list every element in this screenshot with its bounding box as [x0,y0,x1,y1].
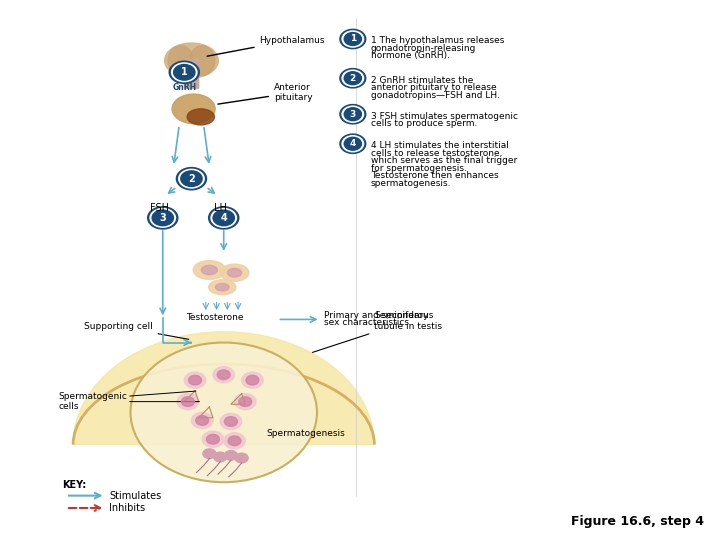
Text: Testosterone: Testosterone [186,313,244,322]
Wedge shape [73,332,374,444]
Circle shape [180,170,203,187]
Circle shape [181,397,194,407]
Circle shape [171,62,198,82]
Circle shape [235,453,248,463]
Text: 3: 3 [350,110,356,119]
Ellipse shape [187,109,215,125]
Text: which serves as the final trigger: which serves as the final trigger [371,156,517,165]
Circle shape [168,60,200,84]
Circle shape [203,449,216,458]
Text: Primary and secondary: Primary and secondary [324,311,429,320]
Circle shape [224,433,246,449]
Circle shape [342,136,364,152]
Text: Spermatogenesis: Spermatogenesis [267,429,346,438]
Circle shape [239,397,252,407]
Ellipse shape [209,280,236,295]
Text: 1 The hypothalamus releases: 1 The hypothalamus releases [371,36,504,45]
Circle shape [225,417,238,427]
Text: 3: 3 [159,213,166,223]
Circle shape [340,134,366,153]
Circle shape [228,436,241,446]
Text: cells to release testosterone,: cells to release testosterone, [371,148,502,158]
Ellipse shape [172,94,215,124]
Text: KEY:: KEY: [63,480,86,490]
Text: Seminiferous
tubule in testis: Seminiferous tubule in testis [312,312,442,353]
Circle shape [202,431,224,447]
Circle shape [242,372,264,388]
Ellipse shape [193,261,225,279]
Circle shape [235,394,256,410]
Circle shape [189,375,202,385]
Circle shape [214,452,227,462]
Text: cells to produce sperm.: cells to produce sperm. [371,119,477,128]
Circle shape [177,394,199,410]
Text: Supporting cell: Supporting cell [84,322,189,339]
Circle shape [179,65,187,72]
Text: 3 FSH stimulates spermatogenic: 3 FSH stimulates spermatogenic [371,112,518,120]
Text: Figure 16.6, step 4: Figure 16.6, step 4 [571,515,704,528]
Circle shape [344,72,361,85]
Text: 2: 2 [188,174,195,184]
Text: LH: LH [214,203,227,213]
Circle shape [344,137,361,150]
Circle shape [207,434,220,444]
Circle shape [342,31,364,47]
Circle shape [342,106,364,122]
Text: spermatogenesis.: spermatogenesis. [371,179,451,188]
Ellipse shape [220,264,249,281]
Text: Inhibits: Inhibits [109,503,145,513]
Text: 4: 4 [350,139,356,148]
Circle shape [212,210,235,226]
Circle shape [246,375,259,385]
Text: 4: 4 [220,213,227,223]
Circle shape [173,64,196,81]
Text: 1: 1 [350,35,356,44]
Text: 2 GnRH stimulates the: 2 GnRH stimulates the [371,76,473,85]
Circle shape [151,210,174,226]
Circle shape [213,367,235,383]
Circle shape [178,168,205,188]
Ellipse shape [165,43,218,78]
FancyBboxPatch shape [184,59,199,89]
Text: gonadotropin-releasing: gonadotropin-releasing [371,44,476,53]
Text: GnRH: GnRH [172,83,197,92]
Circle shape [342,70,364,86]
Text: Stimulates: Stimulates [109,491,161,501]
Circle shape [210,208,237,228]
Text: FSH: FSH [150,203,168,213]
Circle shape [196,416,209,426]
Circle shape [344,32,361,45]
Text: hormone (GnRH).: hormone (GnRH). [371,51,450,60]
Circle shape [340,105,366,124]
Text: 1: 1 [181,68,188,77]
Ellipse shape [189,46,215,75]
Text: 4 LH stimulates the interstitial: 4 LH stimulates the interstitial [371,141,508,150]
Circle shape [340,69,366,88]
Circle shape [192,413,213,428]
Circle shape [340,29,366,49]
Ellipse shape [228,268,242,277]
Text: 2: 2 [350,74,356,83]
Circle shape [344,108,361,120]
Circle shape [220,414,242,429]
Circle shape [217,370,230,380]
Text: sex characteristics: sex characteristics [324,318,409,327]
Text: anterior pituitary to release: anterior pituitary to release [371,83,496,92]
Ellipse shape [202,265,217,275]
Circle shape [147,206,179,230]
Ellipse shape [168,46,193,75]
Circle shape [225,450,238,460]
Circle shape [149,208,176,228]
Text: for spermatogenesis.: for spermatogenesis. [371,164,467,173]
Text: gonadotropins—FSH and LH.: gonadotropins—FSH and LH. [371,91,500,99]
Circle shape [208,206,240,230]
Circle shape [176,167,207,191]
Text: Anterior
pituitary: Anterior pituitary [218,83,312,104]
Text: Spermatogenic
cells: Spermatogenic cells [59,392,127,411]
Circle shape [184,372,206,388]
Ellipse shape [215,284,229,291]
Text: Hypothalamus: Hypothalamus [207,36,325,56]
Circle shape [130,342,317,482]
Text: Testosterone then enhances: Testosterone then enhances [371,171,498,180]
